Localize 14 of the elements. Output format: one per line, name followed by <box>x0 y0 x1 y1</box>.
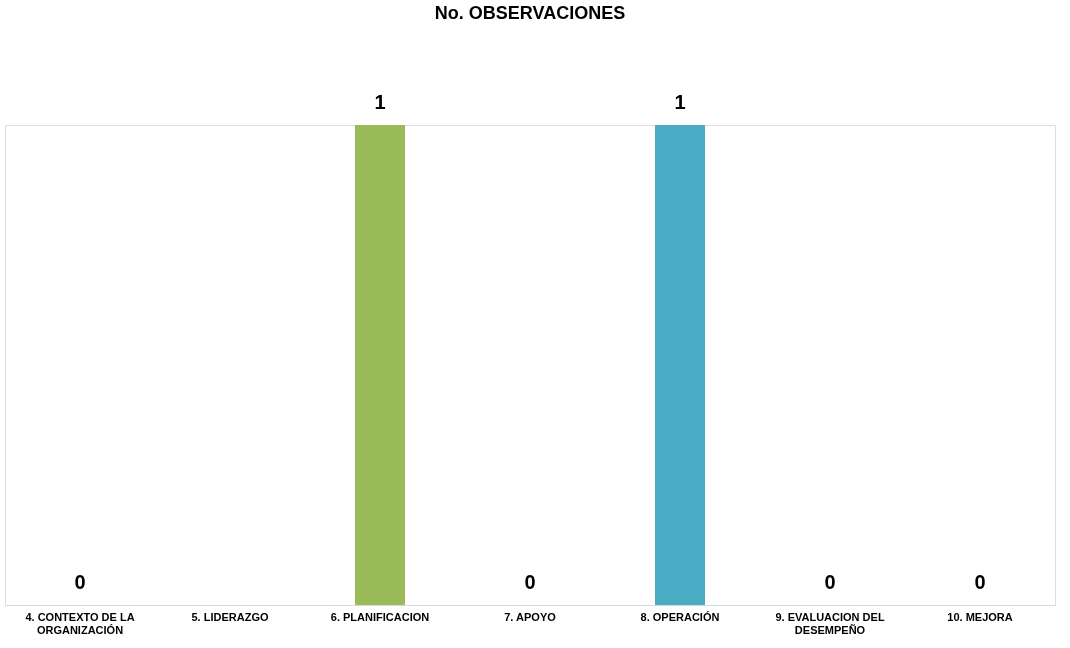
data-label: 0 <box>524 571 536 593</box>
x-tick-label: 6. PLANIFICACION <box>330 610 430 623</box>
data-label: 1 <box>374 91 386 113</box>
x-tick-label: 7. APOYO <box>504 610 557 623</box>
data-label: 0 <box>824 571 836 593</box>
x-tick-label: 10. MEJORA <box>947 610 1013 623</box>
data-label: 1 <box>674 91 686 113</box>
data-label: 0 <box>74 571 86 593</box>
chart-title: No. OBSERVACIONES <box>434 3 626 23</box>
x-tick-label: 8. OPERACIÓN <box>640 610 720 623</box>
x-tick-label: 5. LIDERAZGO <box>191 610 269 623</box>
data-label: 0 <box>974 571 986 593</box>
x-tick-label: 4. CONTEXTO DE LA ORGANIZACIÓN <box>25 610 135 636</box>
x-tick-label: 9. EVALUACION DEL DESEMPEÑO <box>775 610 885 636</box>
